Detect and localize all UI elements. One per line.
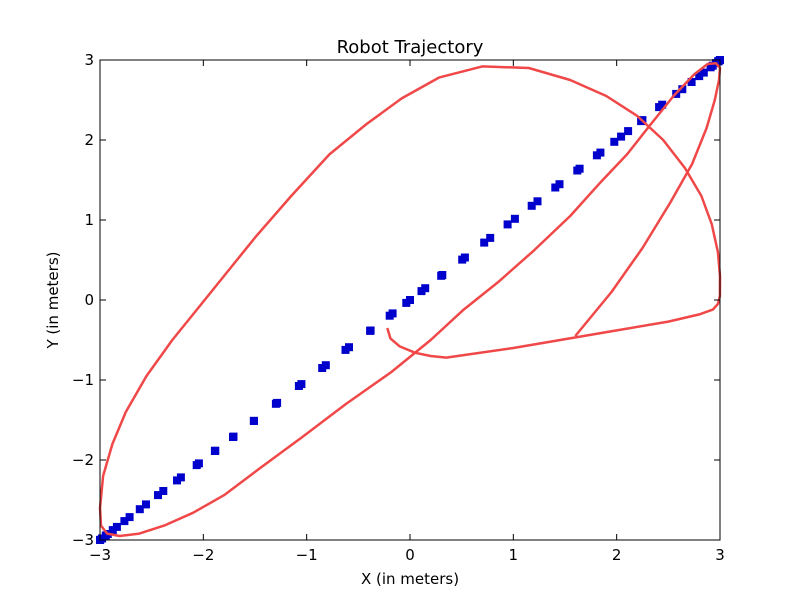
reference-marker [159, 487, 168, 495]
reference-marker [503, 220, 512, 229]
reference-marker [402, 298, 411, 307]
reference-marker [142, 500, 150, 509]
reference-marker [417, 287, 426, 296]
reference-marker [112, 522, 121, 531]
reference-marker [486, 233, 495, 242]
reference-marker [294, 382, 303, 390]
reference-marker [551, 183, 560, 192]
reference-marker [555, 180, 564, 189]
reference-marker [624, 127, 633, 136]
reference-marker [120, 517, 129, 526]
x-tick-label: 0 [405, 546, 415, 564]
reference-marker [249, 416, 258, 425]
reference-marker [318, 364, 327, 372]
y-tick-label: −2 [72, 451, 94, 469]
reference-marker [192, 461, 201, 470]
reference-marker [610, 137, 619, 146]
reference-marker [108, 526, 117, 535]
x-tick-label: 2 [612, 546, 622, 564]
reference-markers [96, 56, 724, 544]
reference-marker [533, 197, 542, 206]
y-tick-label: 1 [84, 211, 94, 229]
reference-marker [366, 326, 375, 335]
reference-marker [229, 432, 238, 441]
x-tick-label: 3 [715, 546, 725, 564]
reference-marker [527, 201, 536, 210]
y-tick-label: 2 [84, 131, 94, 149]
reference-marker [575, 164, 584, 173]
reference-marker [271, 399, 280, 408]
reference-marker [699, 68, 708, 77]
y-tick-label: 0 [84, 291, 94, 309]
chart-title: Robot Trajectory [337, 37, 484, 58]
reference-marker [687, 78, 696, 86]
reference-marker [341, 345, 350, 354]
reference-marker [125, 513, 134, 522]
x-axis-title: X (in meters) [361, 570, 459, 588]
reference-marker [510, 214, 519, 223]
reference-marker [658, 100, 667, 109]
x-tick-label: −1 [296, 546, 318, 564]
axis-ticks: −3 −2 −1 0 1 2 3 3 2 1 0 −1 −2 −3 [72, 51, 725, 564]
x-tick-label: −3 [89, 546, 111, 564]
reference-marker [617, 132, 626, 141]
reference-marker [388, 309, 397, 318]
y-tick-label: 3 [84, 51, 94, 69]
reference-marker [695, 72, 704, 81]
y-axis-title: Y (in meters) [44, 251, 62, 349]
reference-marker [101, 531, 110, 540]
reference-marker [135, 505, 144, 514]
reference-marker [480, 238, 489, 247]
y-tick-label: −3 [72, 531, 94, 549]
y-tick-label: −1 [72, 371, 94, 389]
reference-marker [211, 446, 220, 455]
reference-marker [596, 148, 605, 157]
reference-marker [460, 253, 469, 262]
reference-marker [173, 476, 181, 485]
x-tick-label: −2 [192, 546, 214, 564]
reference-marker [678, 85, 687, 94]
reference-marker [437, 271, 446, 280]
x-tick-label: 1 [509, 546, 519, 564]
reference-marker [154, 491, 162, 500]
reference-marker [706, 63, 715, 72]
